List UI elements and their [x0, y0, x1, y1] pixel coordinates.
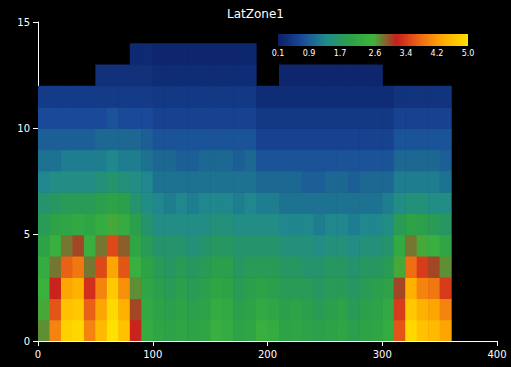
svg-text:LatZone1: LatZone1 [227, 7, 284, 21]
svg-text:1.7: 1.7 [334, 49, 347, 58]
svg-text:300: 300 [373, 349, 392, 360]
svg-text:0.1: 0.1 [272, 49, 285, 58]
svg-text:10: 10 [17, 123, 30, 134]
svg-text:0: 0 [24, 336, 30, 347]
svg-text:0.9: 0.9 [303, 49, 316, 58]
svg-text:100: 100 [143, 349, 162, 360]
svg-text:0: 0 [35, 349, 41, 360]
svg-text:4.2: 4.2 [431, 49, 444, 58]
svg-text:3.4: 3.4 [400, 49, 413, 58]
svg-text:15: 15 [17, 17, 30, 28]
svg-text:2.6: 2.6 [369, 49, 382, 58]
svg-text:5.0: 5.0 [462, 49, 475, 58]
svg-text:200: 200 [258, 349, 277, 360]
svg-text:5: 5 [24, 229, 30, 240]
svg-text:400: 400 [487, 349, 506, 360]
